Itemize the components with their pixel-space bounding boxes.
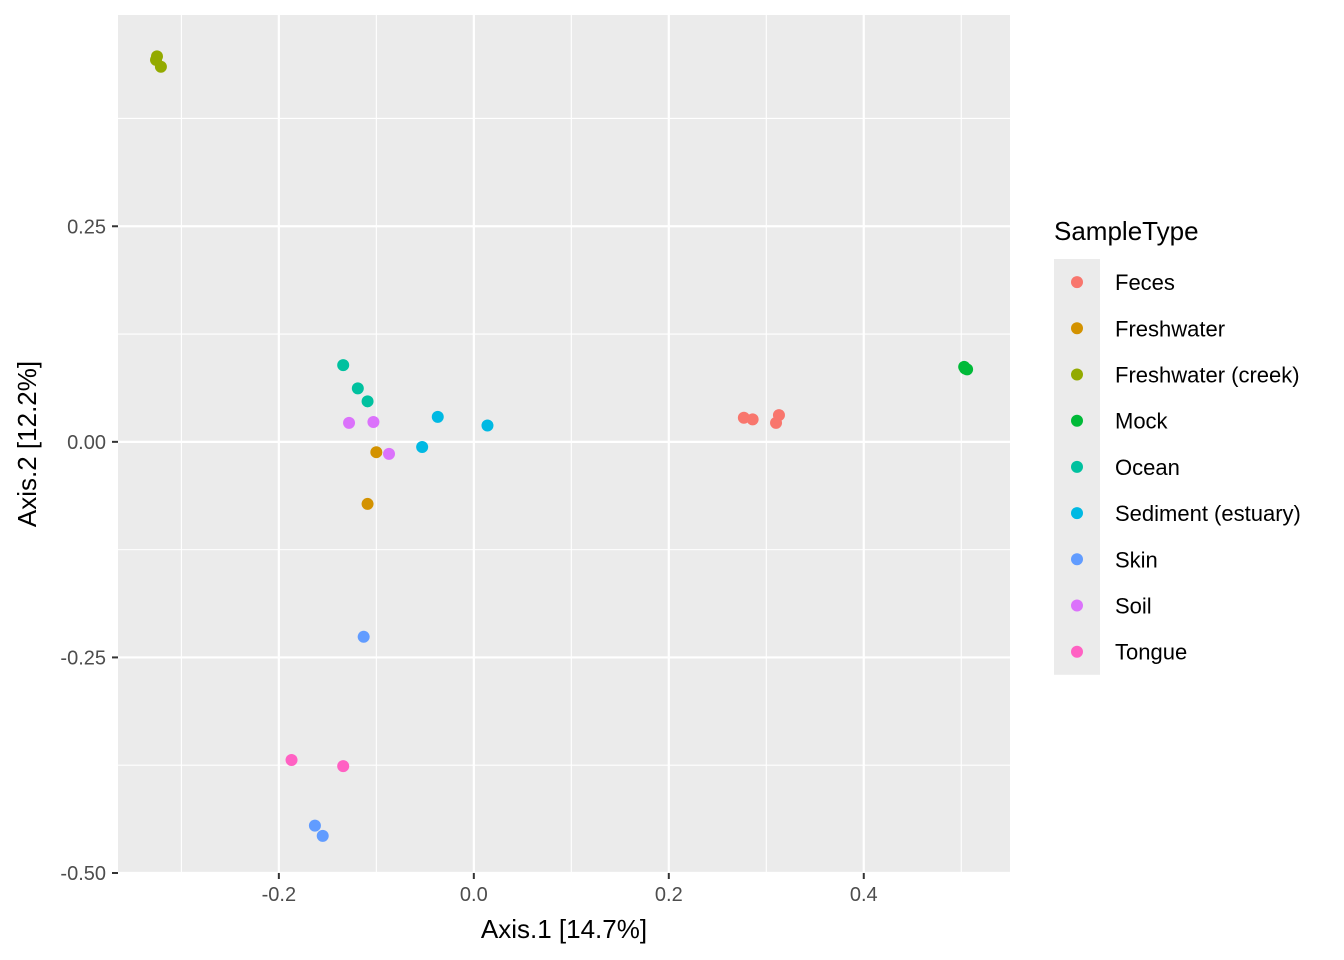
data-points <box>150 50 974 842</box>
x-tick-label: -0.2 <box>262 884 296 906</box>
x-tick-label: 0.4 <box>850 884 878 906</box>
point-freshwater <box>361 497 374 510</box>
legend-key-sediment-estuary <box>1071 507 1083 520</box>
legend-key-mock <box>1071 414 1083 427</box>
point-sediment-estuary <box>431 410 444 423</box>
legend-label-sediment-estuary: Sediment (estuary) <box>1115 501 1301 526</box>
y-tick-label: -0.25 <box>60 647 106 669</box>
point-ocean <box>361 395 374 408</box>
y-axis-title: Axis.2 [12.2%] <box>12 361 42 527</box>
panel-background <box>118 15 1010 873</box>
x-tick-label: 0.0 <box>460 884 488 906</box>
point-tongue <box>337 760 350 773</box>
legend-key-skin <box>1071 553 1083 566</box>
legend-key-tongue <box>1071 645 1083 658</box>
legend-key-freshwater-creek <box>1071 368 1083 381</box>
legend-label-freshwater-creek: Freshwater (creek) <box>1115 363 1300 388</box>
legend-label-mock: Mock <box>1115 409 1169 434</box>
legend-label-skin: Skin <box>1115 547 1158 572</box>
y-tick-label: 0.00 <box>67 432 106 454</box>
legend-label-freshwater: Freshwater <box>1115 316 1225 341</box>
x-axis: -0.2 0.0 0.2 0.4 <box>262 873 878 906</box>
point-ocean <box>351 382 364 395</box>
point-ocean <box>337 359 350 372</box>
y-tick-label: 0.25 <box>67 216 106 238</box>
legend-key-feces <box>1071 276 1083 289</box>
point-skin <box>357 630 370 643</box>
legend-label-soil: Soil <box>1115 594 1152 619</box>
legend-label-feces: Feces <box>1115 270 1175 295</box>
point-skin <box>316 829 329 842</box>
point-freshwater-creek <box>154 60 167 73</box>
point-soil <box>343 416 356 429</box>
legend-key-soil <box>1071 599 1083 612</box>
legend-key-freshwater <box>1071 322 1083 335</box>
legend-label-ocean: Ocean <box>1115 455 1180 480</box>
legend-title: SampleType <box>1054 216 1199 246</box>
point-feces <box>746 413 759 426</box>
point-skin <box>308 819 321 832</box>
minor-gridlines <box>118 15 1010 873</box>
point-sediment-estuary <box>416 441 429 454</box>
major-gridlines <box>118 15 1010 875</box>
point-soil <box>367 416 380 429</box>
legend-key-ocean <box>1071 460 1083 473</box>
x-tick-label: 0.2 <box>655 884 683 906</box>
legend: SampleType Feces Freshwater Freshwater (cr… <box>1054 216 1301 675</box>
y-tick-label: -0.50 <box>60 863 106 885</box>
point-freshwater <box>370 446 383 459</box>
x-axis-title: Axis.1 [14.7%] <box>481 914 647 944</box>
point-soil <box>383 447 396 460</box>
point-tongue <box>285 754 298 767</box>
legend-label-tongue: Tongue <box>1115 640 1187 665</box>
point-sediment-estuary <box>481 419 494 432</box>
point-feces <box>772 409 785 422</box>
point-mock <box>959 362 972 375</box>
y-axis: -0.50 -0.25 0.00 0.25 <box>60 216 118 885</box>
